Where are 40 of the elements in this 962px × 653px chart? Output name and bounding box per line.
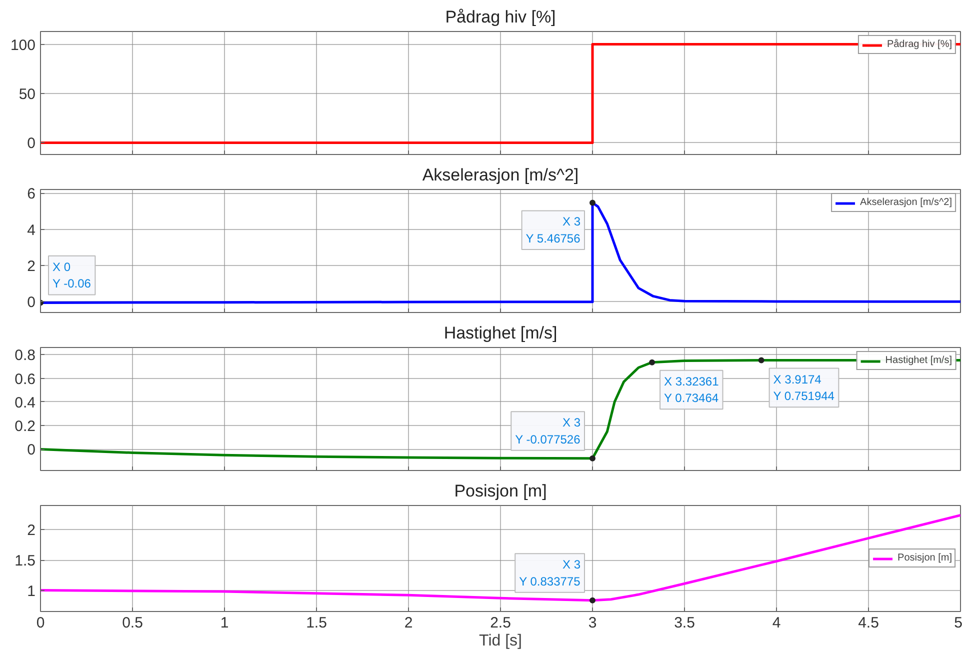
- y-tick-label: 4: [27, 222, 36, 239]
- legend-label: Akselerasjon [m/s^2]: [860, 197, 952, 208]
- y-tick-label: 0.6: [14, 370, 36, 388]
- chart-title: Pådrag hiv [%]: [445, 8, 556, 26]
- chart-title: Akselerasjon [m/s^2]: [422, 166, 579, 184]
- y-tick-label: 0.8: [14, 347, 36, 364]
- y-tick-label: 0: [27, 442, 36, 459]
- y-tick-label: 2: [27, 258, 36, 275]
- annotation: X 3.32361 Y 0.73464: [664, 374, 720, 406]
- annotation: X 3 Y -0.077526: [515, 416, 581, 446]
- x-tick-label: 5: [954, 614, 962, 632]
- annotation: X 3 Y 5.46756: [526, 214, 581, 246]
- x-axis-title: Tid [s]: [479, 632, 522, 650]
- x-tick-label: 2.5: [490, 614, 511, 632]
- y-tick-label: 1: [27, 582, 36, 600]
- chart-title: Posisjon [m]: [454, 482, 547, 500]
- y-tick-label: 0: [27, 294, 36, 312]
- y-tick-label: 1.5: [14, 552, 36, 570]
- x-tick-label: 2: [404, 614, 413, 632]
- legend-label: Pådrag hiv [%]: [886, 39, 952, 50]
- x-tick-label: 0.5: [122, 614, 143, 632]
- y-tick-label: 2: [27, 522, 36, 540]
- legend-label: Hastighet [m/s]: [885, 355, 952, 366]
- x-tick-label: 4: [772, 614, 781, 632]
- annotation: X 3.9174 Y 0.751944: [773, 372, 835, 404]
- x-tick-label: 1.5: [306, 614, 327, 632]
- y-tick-label: 50: [18, 86, 36, 103]
- x-tick-label: 1: [220, 614, 229, 632]
- y-tick-label: 0.4: [14, 394, 36, 412]
- y-tick-label: 100: [10, 36, 36, 54]
- chart-title: Hastighet [m/s]: [444, 324, 558, 342]
- y-tick-label: 0.2: [14, 418, 36, 436]
- legend-label: Posisjon [m]: [898, 552, 952, 564]
- annotation: X 0 Y -0.06: [52, 260, 92, 291]
- x-tick-label: 3.5: [674, 614, 695, 632]
- annotation: X 3 Y 0.833775: [519, 558, 581, 588]
- x-tick-label: 4.5: [858, 614, 879, 632]
- y-tick-label: 0: [27, 135, 36, 152]
- x-tick-label: 3: [588, 614, 597, 632]
- y-tick-label: 6: [27, 186, 36, 203]
